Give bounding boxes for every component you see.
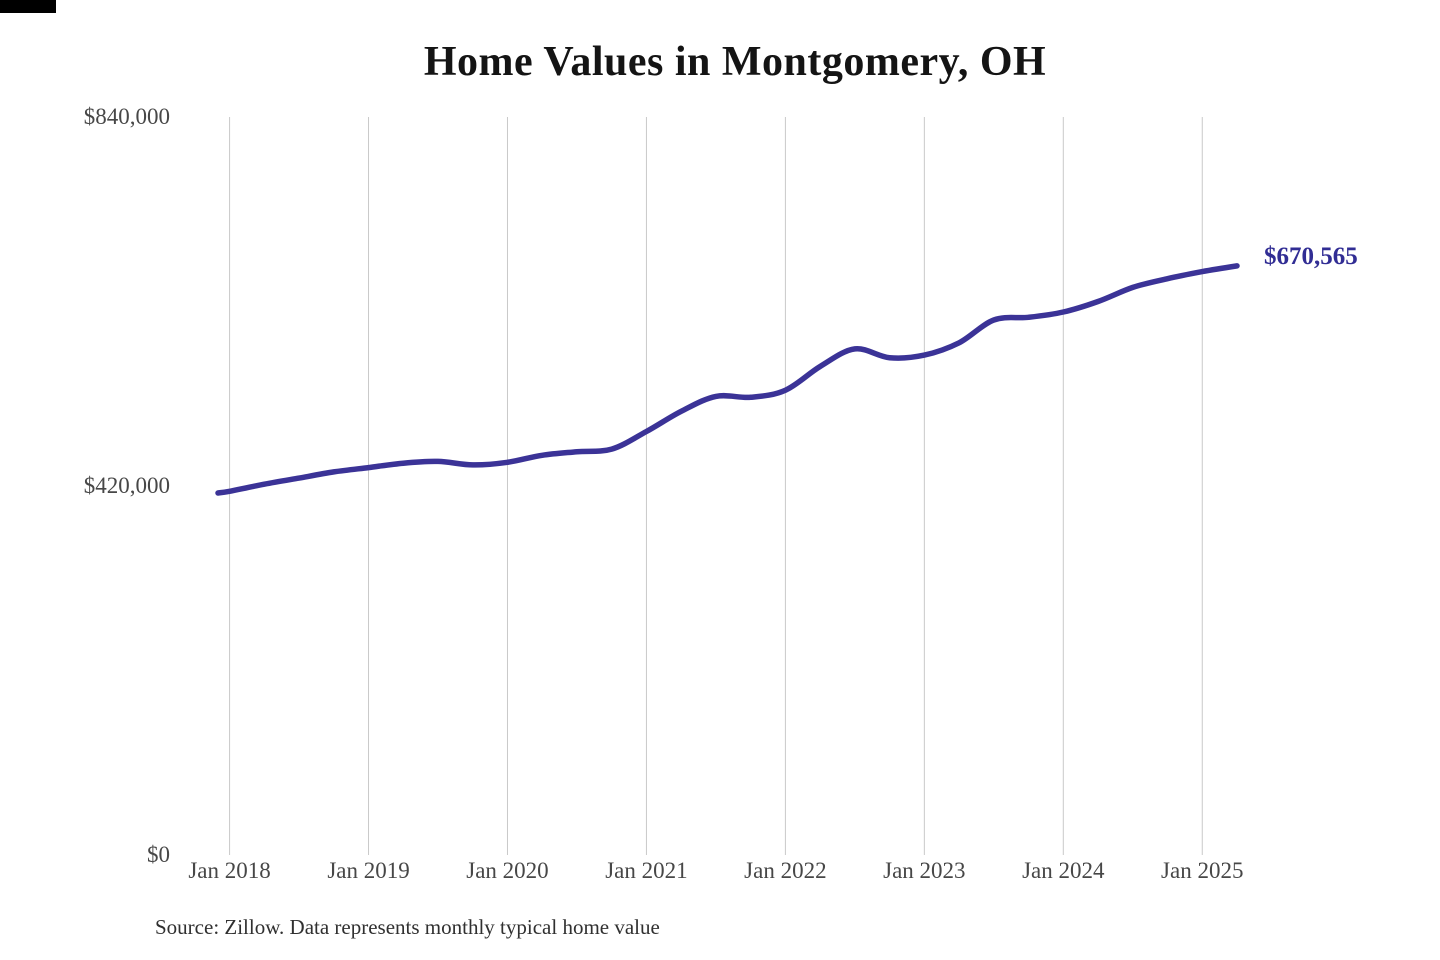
x-axis-tick-label: Jan 2021 xyxy=(605,858,688,883)
y-axis-tick-label: $0 xyxy=(147,842,170,867)
x-axis-tick-label: Jan 2020 xyxy=(466,858,549,883)
x-axis-tick-label: Jan 2022 xyxy=(744,858,827,883)
screenshot-corner-artifact xyxy=(0,0,56,13)
source-note: Source: Zillow. Data represents monthly … xyxy=(155,915,660,939)
x-axis-tick-label: Jan 2025 xyxy=(1161,858,1244,883)
x-axis-tick-label: Jan 2019 xyxy=(327,858,410,883)
y-axis-tick-label: $420,000 xyxy=(83,473,170,498)
x-axis-tick-label: Jan 2024 xyxy=(1022,858,1105,883)
series-end-value-label: $670,565 xyxy=(1264,242,1358,270)
chart-title: Home Values in Montgomery, OH xyxy=(423,39,1047,85)
y-axis-tick-label: $840,000 xyxy=(83,104,170,129)
x-axis-tick-label: Jan 2018 xyxy=(188,858,271,883)
series-line xyxy=(215,263,1240,496)
x-axis-tick-label: Jan 2023 xyxy=(883,858,966,883)
gridlines xyxy=(229,117,1203,855)
